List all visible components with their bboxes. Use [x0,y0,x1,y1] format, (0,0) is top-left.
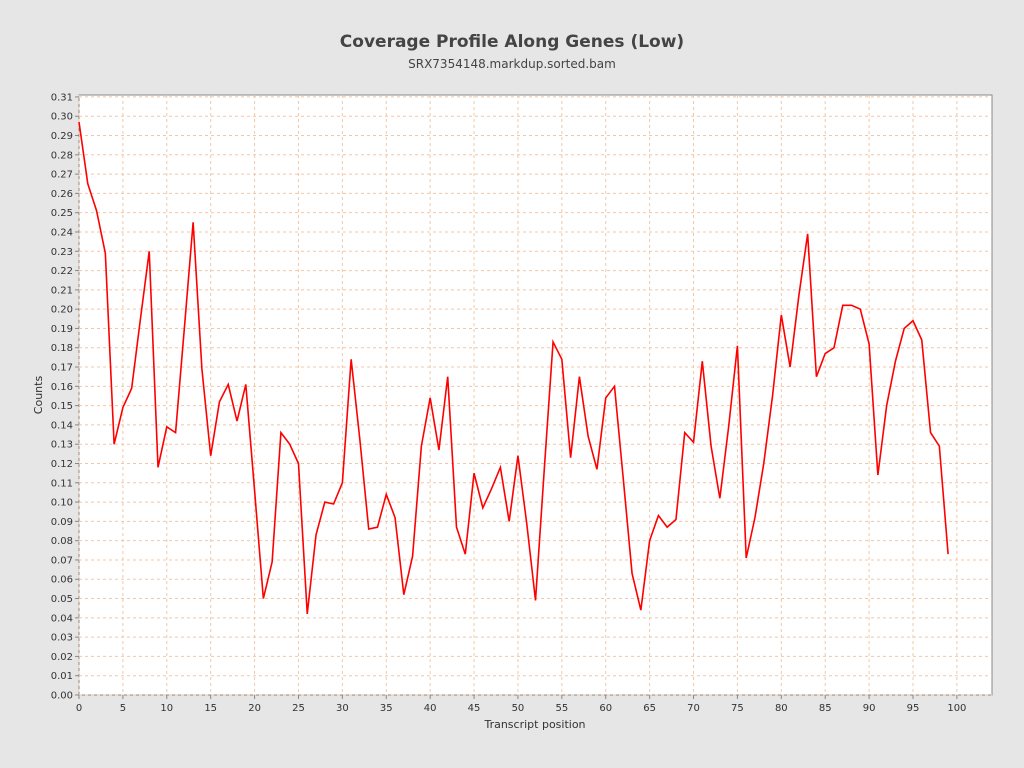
y-tick-label: 0.10 [51,498,73,509]
x-tick-label: 65 [643,703,656,714]
y-tick-label: 0.01 [51,671,73,682]
x-tick-label: 30 [336,703,349,714]
y-tick-label: 0.18 [51,343,73,354]
y-tick-label: 0.00 [51,691,73,702]
x-tick-label: 25 [292,703,305,714]
x-tick-label: 90 [863,703,876,714]
y-tick-label: 0.25 [51,208,73,219]
y-tick-label: 0.11 [51,478,73,489]
y-tick-label: 0.31 [51,92,73,103]
y-tick-label: 0.24 [51,227,73,238]
chart-subtitle: SRX7354148.markdup.sorted.bam [408,57,616,71]
y-tick-label: 0.19 [51,324,73,335]
plot-area [78,94,993,696]
x-tick-label: 35 [380,703,393,714]
y-axis-label: Counts [32,376,45,415]
y-tick-label: 0.16 [51,382,73,393]
chart-title: Coverage Profile Along Genes (Low) [339,32,685,52]
y-tick-label: 0.22 [51,266,73,277]
y-tick-label: 0.14 [51,420,73,431]
y-tick-label: 0.05 [51,594,73,605]
y-tick-label: 0.21 [51,285,73,296]
x-tick-label: 0 [76,703,82,714]
series-lines [78,121,949,615]
x-tick-label: 100 [947,703,966,714]
y-axis: 0.00 0.01 0.02 0.03 0.04 0.05 0.06 0.07 0.08 0.09… [51,92,79,702]
x-tick-label: 5 [120,703,126,714]
x-tick-label: 55 [555,703,568,714]
x-tick-label: 20 [248,703,261,714]
y-tick-label: 0.20 [51,305,73,316]
y-tick-label: 0.06 [51,575,73,586]
y-tick-label: 0.12 [51,459,73,470]
x-tick-label: 10 [160,703,173,714]
y-tick-label: 0.09 [51,517,73,528]
y-tick-label: 0.17 [51,363,73,374]
x-tick-label: 75 [731,703,744,714]
x-tick-label: 60 [599,703,612,714]
y-tick-label: 0.28 [51,150,73,161]
x-tick-label: 50 [512,703,525,714]
y-tick-label: 0.02 [51,652,73,663]
y-tick-label: 0.03 [51,633,73,644]
y-tick-label: 0.04 [51,613,73,624]
x-tick-label: 45 [468,703,481,714]
series-line-coverage [78,121,949,615]
y-tick-label: 0.23 [51,247,73,258]
y-tick-label: 0.13 [51,440,73,451]
y-tick-label: 0.07 [51,555,73,566]
x-tick-label: 85 [819,703,832,714]
x-tick-label: 70 [687,703,700,714]
x-tick-label: 95 [907,703,920,714]
x-axis-label: Transcript position [483,718,585,731]
y-tick-label: 0.30 [51,112,73,123]
grid-lines [78,95,992,696]
y-tick-label: 0.27 [51,170,73,181]
x-tick-label: 40 [424,703,437,714]
x-axis: 0 5 10 15 20 25 30 35 40 45 50 55 60 65 70 75 80 85 90 95 10… [76,695,966,714]
y-tick-label: 0.15 [51,401,73,412]
y-tick-label: 0.29 [51,131,73,142]
x-tick-label: 15 [204,703,217,714]
y-tick-label: 0.08 [51,536,73,547]
x-tick-label: 80 [775,703,788,714]
y-tick-label: 0.26 [51,189,73,200]
